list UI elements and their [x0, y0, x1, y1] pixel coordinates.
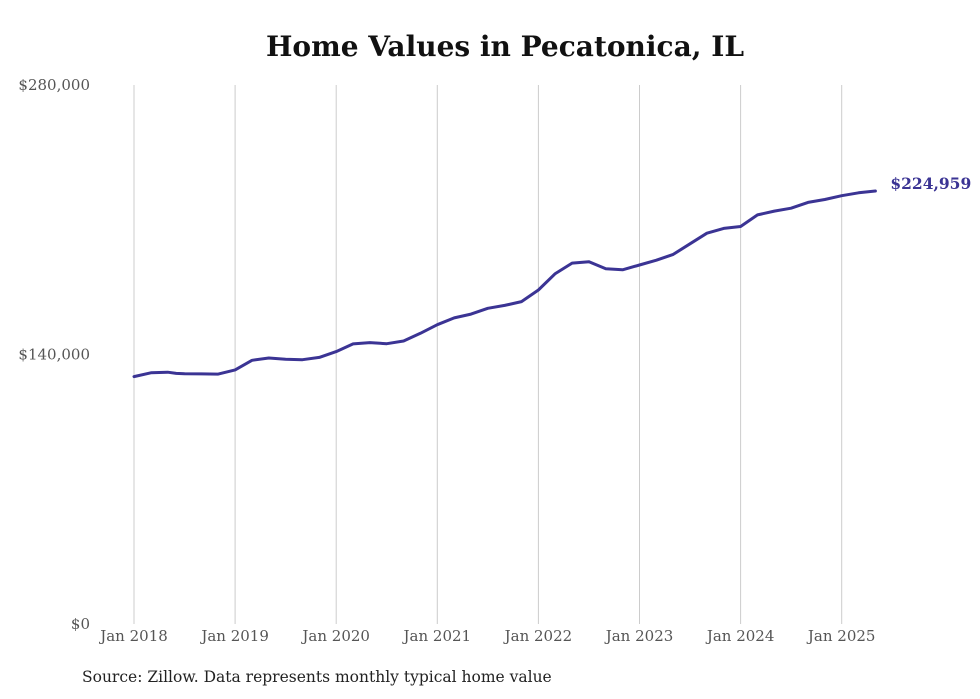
x-tick-label: Jan 2019	[199, 627, 269, 645]
series-line	[132, 189, 877, 379]
data-point	[705, 232, 708, 235]
data-point	[857, 191, 860, 194]
data-point	[368, 341, 371, 344]
data-point	[217, 373, 220, 376]
data-point	[267, 356, 270, 359]
data-point	[823, 198, 826, 201]
data-point	[790, 207, 793, 210]
data-point	[689, 242, 692, 245]
x-tick-label: Jan 2021	[402, 627, 472, 645]
data-point	[739, 225, 742, 228]
data-point	[571, 262, 574, 265]
data-point	[554, 272, 557, 275]
y-tick-label: $0	[71, 615, 90, 633]
data-point	[520, 300, 523, 303]
data-point	[537, 289, 540, 292]
x-tick-label: Jan 2018	[98, 627, 168, 645]
data-point	[175, 372, 178, 375]
data-point	[183, 372, 186, 375]
data-point	[234, 368, 237, 371]
data-point	[318, 356, 321, 359]
data-point	[149, 371, 152, 374]
data-point	[840, 194, 843, 197]
data-point	[250, 359, 253, 362]
data-point	[638, 263, 641, 266]
data-point	[722, 227, 725, 230]
data-point	[301, 358, 304, 361]
data-point	[352, 342, 355, 345]
y-tick-label: $140,000	[18, 346, 90, 364]
data-point	[604, 267, 607, 270]
y-tick-label: $280,000	[18, 76, 90, 94]
data-point	[133, 375, 136, 378]
x-axis-ticks: Jan 2018 Jan 2019 Jan 2020 Jan 2021 Jan 2022…	[98, 627, 875, 645]
y-axis-ticks: $0 $140,000 $280,000	[18, 76, 90, 633]
data-points	[133, 189, 877, 378]
data-point	[385, 342, 388, 345]
data-point	[773, 210, 776, 213]
x-tick-label: Jan 2020	[300, 627, 370, 645]
data-point	[655, 259, 658, 262]
data-point	[672, 253, 675, 256]
data-point	[874, 189, 877, 192]
chart-title: Home Values in Pecatonica, IL	[265, 30, 745, 63]
data-point	[807, 201, 810, 204]
x-tick-label: Jan 2022	[503, 627, 573, 645]
data-point	[436, 323, 439, 326]
data-point	[503, 304, 506, 307]
data-point	[335, 350, 338, 353]
source-note: Source: Zillow. Data represents monthly …	[82, 668, 552, 686]
x-tick-label: Jan 2025	[806, 627, 876, 645]
x-tick-label: Jan 2024	[705, 627, 775, 645]
data-point	[200, 372, 203, 375]
data-point	[166, 371, 169, 374]
end-value-label: $224,959	[890, 174, 971, 193]
gridlines	[133, 85, 843, 624]
x-tick-label: Jan 2023	[604, 627, 674, 645]
data-point	[469, 313, 472, 316]
data-point	[402, 340, 405, 343]
data-point	[486, 307, 489, 310]
data-point	[453, 316, 456, 319]
data-point	[419, 332, 422, 335]
data-point	[621, 268, 624, 271]
data-point	[284, 358, 287, 361]
data-point	[756, 213, 759, 216]
data-point	[587, 260, 590, 263]
